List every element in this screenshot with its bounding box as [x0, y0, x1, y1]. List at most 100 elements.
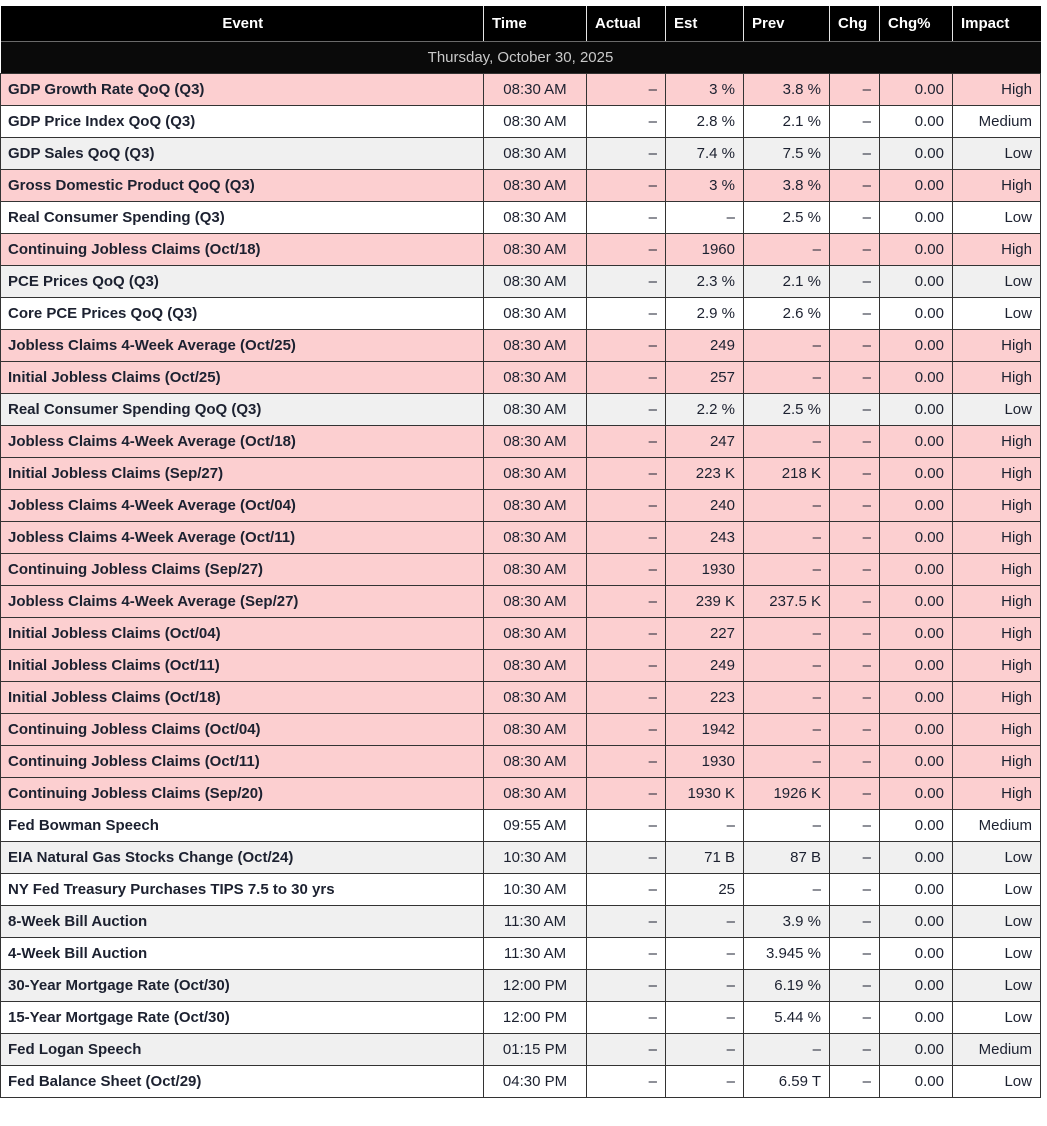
- est-cell: 227: [665, 617, 744, 650]
- event-row[interactable]: Continuing Jobless Claims (Sep/27) 08:30 …: [0, 553, 1041, 586]
- chg-pct-cell: 0.00: [879, 649, 953, 682]
- event-row[interactable]: Fed Bowman Speech 09:55 AM – – – –0.00 Medium: [0, 809, 1041, 842]
- event-row[interactable]: GDP Price Index QoQ (Q3) 08:30 AM –2.8 % 2.…: [0, 105, 1041, 138]
- event-cell: Real Consumer Spending QoQ (Q3): [0, 393, 484, 426]
- est-cell: 223: [665, 681, 744, 714]
- event-row[interactable]: 4-Week Bill Auction 11:30 AM – –3.945 % –0.0…: [0, 937, 1041, 970]
- column-header-chg: Chg: [829, 6, 880, 42]
- event-row[interactable]: Continuing Jobless Claims (Oct/04) 08:30 …: [0, 713, 1041, 746]
- actual-cell: –: [586, 169, 666, 202]
- est-cell: –: [665, 1001, 744, 1034]
- actual-cell: –: [586, 393, 666, 426]
- event-row[interactable]: Initial Jobless Claims (Oct/25) 08:30 AM –…: [0, 361, 1041, 394]
- impact-cell: High: [952, 361, 1041, 394]
- event-row[interactable]: GDP Growth Rate QoQ (Q3) 08:30 AM –3 % 3.8 …: [0, 73, 1041, 106]
- time-cell: 08:30 AM: [483, 713, 587, 746]
- chg-cell: –: [829, 73, 880, 106]
- event-row[interactable]: 15-Year Mortgage Rate (Oct/30) 12:00 PM – –…: [0, 1001, 1041, 1034]
- prev-cell: –: [743, 233, 830, 266]
- actual-cell: –: [586, 841, 666, 874]
- chg-pct-cell: 0.00: [879, 521, 953, 554]
- event-row[interactable]: 8-Week Bill Auction 11:30 AM – –3.9 % –0.00 L…: [0, 905, 1041, 938]
- actual-cell: –: [586, 1033, 666, 1066]
- event-cell: 8-Week Bill Auction: [0, 905, 484, 938]
- event-cell: Fed Balance Sheet (Oct/29): [0, 1065, 484, 1098]
- chg-cell: –: [829, 393, 880, 426]
- time-cell: 12:00 PM: [483, 1001, 587, 1034]
- event-row[interactable]: Initial Jobless Claims (Oct/04) 08:30 AM –…: [0, 617, 1041, 650]
- event-cell: Jobless Claims 4-Week Average (Oct/04): [0, 489, 484, 522]
- event-row[interactable]: PCE Prices QoQ (Q3) 08:30 AM –2.3 % 2.1 % –0…: [0, 265, 1041, 298]
- est-cell: 1960: [665, 233, 744, 266]
- event-row[interactable]: EIA Natural Gas Stocks Change (Oct/24) 10…: [0, 841, 1041, 874]
- chg-cell: –: [829, 361, 880, 394]
- event-row[interactable]: Jobless Claims 4-Week Average (Sep/27) 08…: [0, 585, 1041, 618]
- prev-cell: –: [743, 489, 830, 522]
- event-row[interactable]: Jobless Claims 4-Week Average (Oct/18) 08…: [0, 425, 1041, 458]
- actual-cell: –: [586, 329, 666, 362]
- event-row[interactable]: Core PCE Prices QoQ (Q3) 08:30 AM –2.9 % 2.…: [0, 297, 1041, 330]
- chg-pct-cell: 0.00: [879, 873, 953, 906]
- event-row[interactable]: Fed Logan Speech 01:15 PM – – – –0.00 Medium: [0, 1033, 1041, 1066]
- event-row[interactable]: Real Consumer Spending QoQ (Q3) 08:30 AM –…: [0, 393, 1041, 426]
- prev-cell: 6.59 T: [743, 1065, 830, 1098]
- time-cell: 11:30 AM: [483, 937, 587, 970]
- actual-cell: –: [586, 969, 666, 1002]
- chg-cell: –: [829, 585, 880, 618]
- event-row[interactable]: Initial Jobless Claims (Oct/11) 08:30 AM –…: [0, 649, 1041, 682]
- actual-cell: –: [586, 713, 666, 746]
- time-cell: 10:30 AM: [483, 873, 587, 906]
- date-header: Thursday, October 30, 2025: [0, 41, 1041, 74]
- impact-cell: High: [952, 169, 1041, 202]
- event-cell: 4-Week Bill Auction: [0, 937, 484, 970]
- event-row[interactable]: 30-Year Mortgage Rate (Oct/30) 12:00 PM – –…: [0, 969, 1041, 1002]
- est-cell: 240: [665, 489, 744, 522]
- chg-pct-cell: 0.00: [879, 617, 953, 650]
- event-row[interactable]: GDP Sales QoQ (Q3) 08:30 AM –7.4 % 7.5 % –0.…: [0, 137, 1041, 170]
- prev-cell: –: [743, 713, 830, 746]
- event-row[interactable]: Continuing Jobless Claims (Sep/20) 08:30 …: [0, 777, 1041, 810]
- time-cell: 08:30 AM: [483, 105, 587, 138]
- event-cell: Initial Jobless Claims (Oct/25): [0, 361, 484, 394]
- est-cell: 71 B: [665, 841, 744, 874]
- event-cell: 15-Year Mortgage Rate (Oct/30): [0, 1001, 484, 1034]
- time-cell: 08:30 AM: [483, 393, 587, 426]
- event-row[interactable]: Jobless Claims 4-Week Average (Oct/25) 08…: [0, 329, 1041, 362]
- actual-cell: –: [586, 553, 666, 586]
- event-cell: Initial Jobless Claims (Oct/11): [0, 649, 484, 682]
- event-cell: 30-Year Mortgage Rate (Oct/30): [0, 969, 484, 1002]
- event-cell: Jobless Claims 4-Week Average (Sep/27): [0, 585, 484, 618]
- event-row[interactable]: Continuing Jobless Claims (Oct/11) 08:30 …: [0, 745, 1041, 778]
- est-cell: –: [665, 201, 744, 234]
- impact-cell: High: [952, 585, 1041, 618]
- prev-cell: 2.5 %: [743, 393, 830, 426]
- event-row[interactable]: Initial Jobless Claims (Oct/18) 08:30 AM –…: [0, 681, 1041, 714]
- event-cell: Fed Logan Speech: [0, 1033, 484, 1066]
- chg-pct-cell: 0.00: [879, 201, 953, 234]
- event-row[interactable]: Continuing Jobless Claims (Oct/18) 08:30 …: [0, 233, 1041, 266]
- event-row[interactable]: Fed Balance Sheet (Oct/29) 04:30 PM – –6.59…: [0, 1065, 1041, 1098]
- prev-cell: 3.8 %: [743, 73, 830, 106]
- chg-pct-cell: 0.00: [879, 969, 953, 1002]
- prev-cell: –: [743, 617, 830, 650]
- event-row[interactable]: Initial Jobless Claims (Sep/27) 08:30 AM –…: [0, 457, 1041, 490]
- event-row[interactable]: NY Fed Treasury Purchases TIPS 7.5 to 30…: [0, 873, 1041, 906]
- prev-cell: –: [743, 873, 830, 906]
- event-row[interactable]: Gross Domestic Product QoQ (Q3) 08:30 AM –…: [0, 169, 1041, 202]
- time-cell: 09:55 AM: [483, 809, 587, 842]
- event-row[interactable]: Jobless Claims 4-Week Average (Oct/04) 08…: [0, 489, 1041, 522]
- event-row[interactable]: Jobless Claims 4-Week Average (Oct/11) 08…: [0, 521, 1041, 554]
- chg-cell: –: [829, 329, 880, 362]
- actual-cell: –: [586, 681, 666, 714]
- chg-cell: –: [829, 969, 880, 1002]
- chg-pct-cell: 0.00: [879, 73, 953, 106]
- impact-cell: Low: [952, 1001, 1041, 1034]
- event-row[interactable]: Real Consumer Spending (Q3) 08:30 AM – –2.5…: [0, 201, 1041, 234]
- time-cell: 08:30 AM: [483, 489, 587, 522]
- est-cell: 7.4 %: [665, 137, 744, 170]
- actual-cell: –: [586, 361, 666, 394]
- time-cell: 08:30 AM: [483, 457, 587, 490]
- est-cell: 249: [665, 649, 744, 682]
- actual-cell: –: [586, 137, 666, 170]
- impact-cell: High: [952, 233, 1041, 266]
